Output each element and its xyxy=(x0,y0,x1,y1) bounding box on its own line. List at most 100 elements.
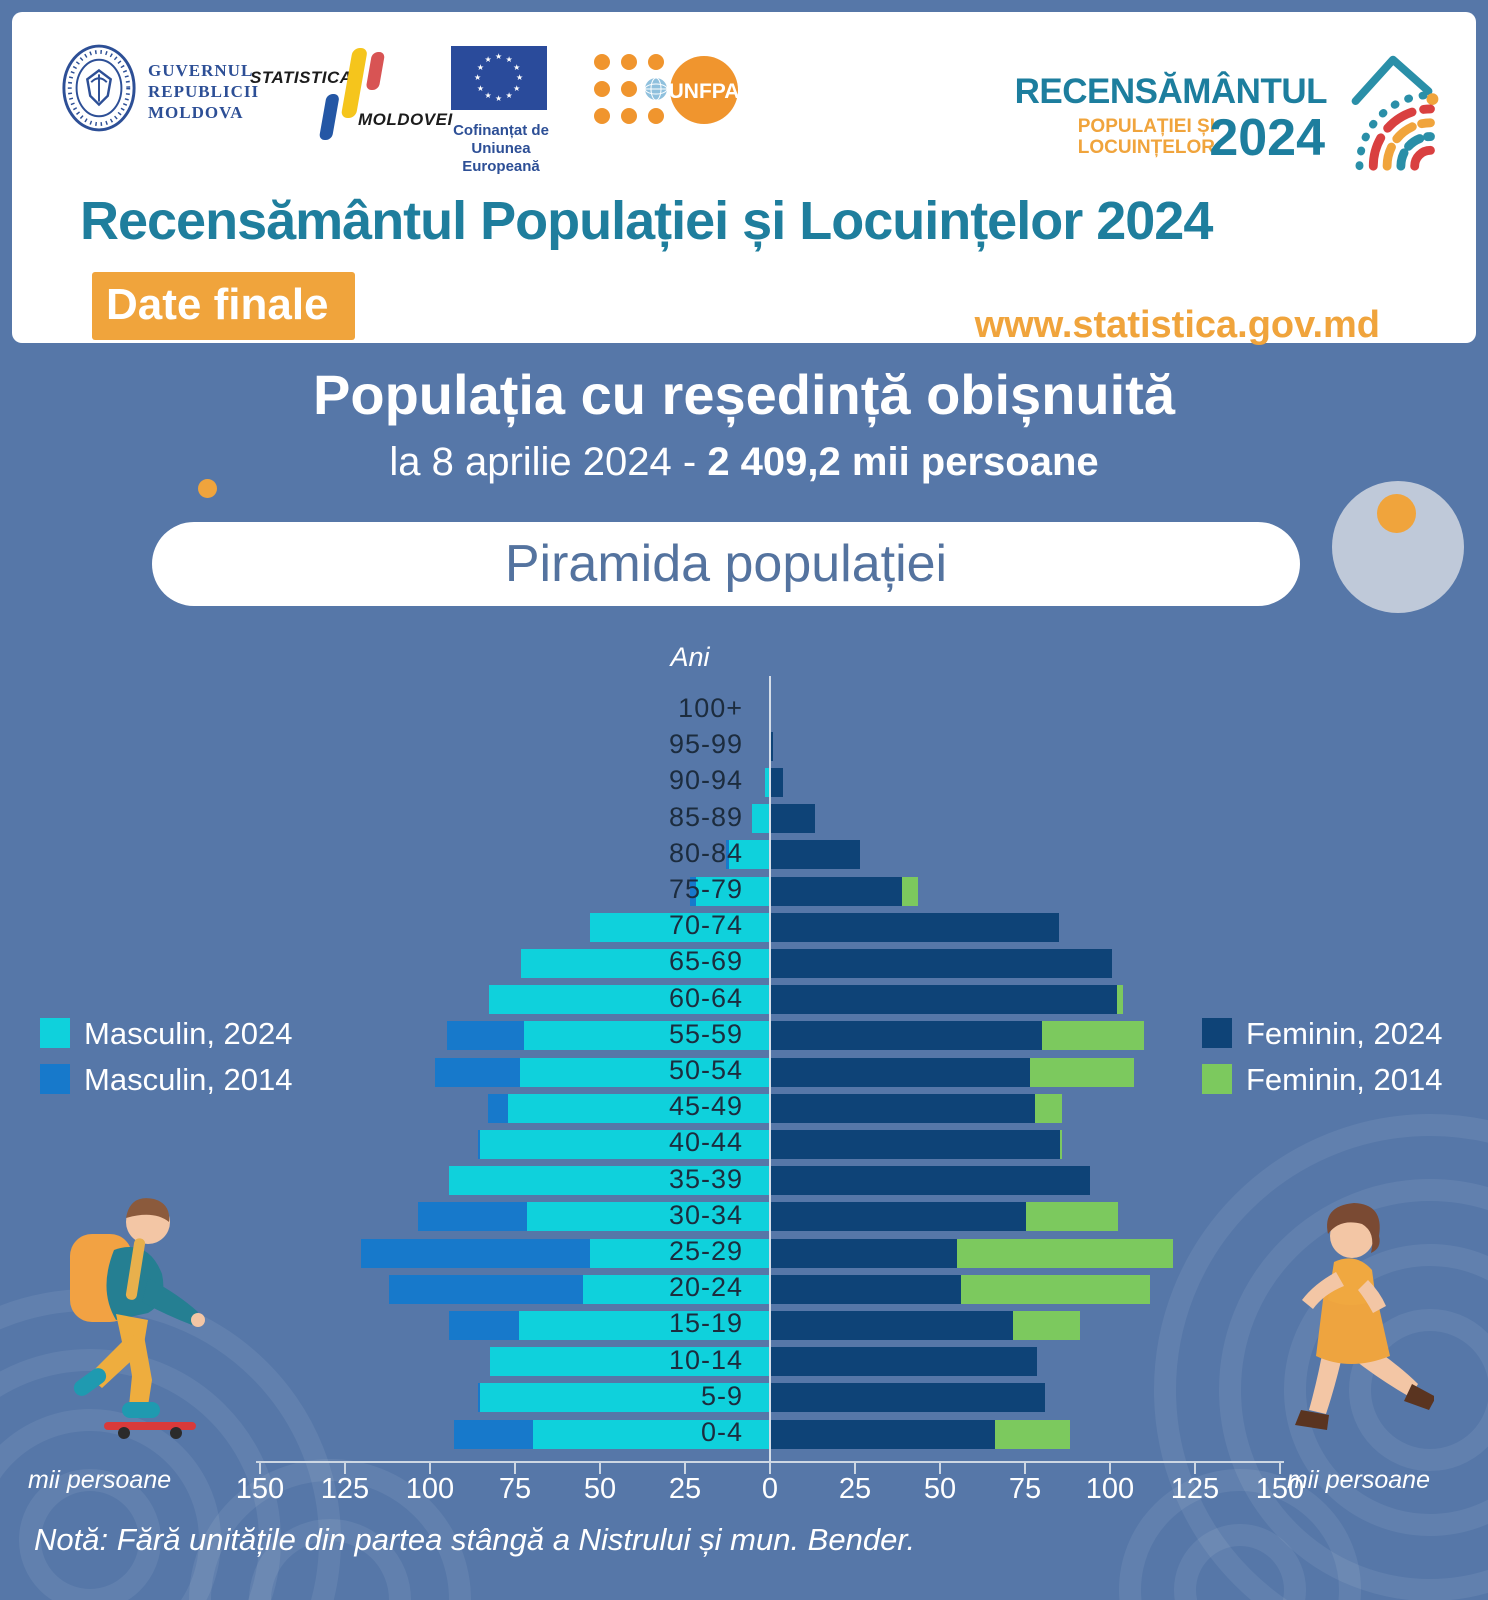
unfpa-label: UNFPA xyxy=(669,80,740,103)
age-label: 50-54 xyxy=(668,1055,743,1085)
bar-masculin-2024 xyxy=(520,948,770,978)
bar-feminin-2024 xyxy=(770,1238,958,1268)
bar-feminin-2024 xyxy=(770,1347,1038,1377)
unit-label-left: mii persoane xyxy=(28,1466,172,1494)
bar-masculin-2024 xyxy=(449,1166,770,1196)
statistica-logo-text-bottom: MOLDOVEI xyxy=(358,110,453,129)
eu-flag-icon: ★ ★ ★ ★ ★ ★ ★ ★ ★ ★ ★ ★ xyxy=(451,46,547,110)
bar-feminin-2024 xyxy=(770,1129,1060,1159)
bar-masculin-2024 xyxy=(508,1093,770,1123)
bar-feminin-2024 xyxy=(770,840,860,870)
age-axis-label: Ani xyxy=(670,642,710,672)
bar-masculin-2024 xyxy=(695,876,770,906)
chart-center-axis xyxy=(769,676,771,1462)
bar-masculin-2024 xyxy=(520,1057,770,1087)
bar-feminin-2024 xyxy=(770,1021,1043,1051)
bar-masculin-2024 xyxy=(480,1383,770,1413)
x-tick xyxy=(344,1463,346,1474)
x-tick-label: 150 xyxy=(235,1473,285,1505)
x-tick xyxy=(684,1463,686,1474)
decor-orange-dot xyxy=(198,479,217,498)
age-label: 65-69 xyxy=(668,946,743,977)
x-tick xyxy=(259,1463,261,1474)
eu-star-icon: ★ xyxy=(495,94,503,103)
age-label: 55-59 xyxy=(668,1018,743,1049)
header-panel: GUVERNUL REPUBLICII MOLDOVA STATISTICA M… xyxy=(12,12,1476,346)
eu-star-icon: ★ xyxy=(505,54,513,64)
age-label: 15-19 xyxy=(668,1308,743,1339)
bar-masculin-2024 xyxy=(526,1202,770,1232)
legend-label: Masculin, 2014 xyxy=(84,1062,293,1097)
eu-star-icon: ★ xyxy=(513,83,521,93)
date-finale-badge: Date finale xyxy=(92,272,355,340)
bar-feminin-2024 xyxy=(770,804,815,834)
x-tick-label: 100 xyxy=(405,1473,455,1505)
eu-caption: Cofinanțat de Uniunea Europeană xyxy=(453,122,549,175)
age-label: 5-9 xyxy=(700,1380,743,1411)
bar-feminin-2024 xyxy=(770,731,773,761)
chart-title-panel: Piramida populației xyxy=(152,522,1300,606)
bar-masculin-2024 xyxy=(519,1310,770,1340)
x-tick xyxy=(1279,1463,1281,1474)
census-logo-title: RECENSĂMÂNTUL xyxy=(1014,72,1328,111)
eu-logo: ★ ★ ★ ★ ★ ★ ★ ★ ★ ★ ★ ★ Cofinanțat de Uniunea Europ… xyxy=(449,40,569,175)
eu-star-icon: ★ xyxy=(513,62,521,72)
eu-star-icon: ★ xyxy=(474,73,482,82)
bar-masculin-2024 xyxy=(524,1021,770,1051)
eu-star-icon: ★ xyxy=(495,52,503,61)
bar-masculin-2024 xyxy=(764,767,770,797)
age-label: 40-44 xyxy=(668,1127,743,1158)
x-tick-label: 50 xyxy=(923,1473,957,1505)
legend-label: Masculin, 2024 xyxy=(84,1016,293,1051)
statistica-logo-text-top: STATISTICA xyxy=(250,68,353,87)
age-label: 90-94 xyxy=(668,765,743,796)
x-tick xyxy=(1194,1463,1196,1474)
moldova-government-crest-icon xyxy=(62,44,136,132)
bar-feminin-2024 xyxy=(770,876,903,906)
skateboarding-boy-illustration xyxy=(70,1198,205,1439)
age-label: 25-29 xyxy=(668,1236,743,1266)
x-tick xyxy=(514,1463,516,1474)
x-tick xyxy=(939,1463,941,1474)
x-tick xyxy=(599,1463,601,1474)
x-tick xyxy=(769,1463,771,1474)
statistica-bars-icon xyxy=(319,48,385,140)
bar-masculin-2024 xyxy=(752,804,770,834)
eu-star-icon: ★ xyxy=(476,83,484,93)
eu-star-icon: ★ xyxy=(484,91,492,101)
x-tick-label: 50 xyxy=(583,1473,617,1505)
age-label: 100+ xyxy=(678,693,743,723)
bar-feminin-2024 xyxy=(770,1383,1046,1413)
bar-feminin-2024 xyxy=(770,985,1118,1015)
bar-masculin-2024 xyxy=(489,985,770,1015)
bar-feminin-2024 xyxy=(770,1093,1035,1123)
bar-feminin-2024 xyxy=(770,912,1060,942)
x-tick-label: 75 xyxy=(1008,1473,1042,1505)
page-title: Recensământul Populației și Locuințelor … xyxy=(80,191,1213,251)
website-link[interactable]: www.statistica.gov.md xyxy=(974,304,1380,346)
running-girl-illustration xyxy=(1295,1203,1434,1430)
eu-star-icon: ★ xyxy=(476,62,484,72)
age-label: 45-49 xyxy=(668,1091,743,1122)
legend-label: Feminin, 2024 xyxy=(1246,1016,1443,1051)
bar-masculin-2024 xyxy=(590,1238,770,1268)
bar-feminin-2024 xyxy=(770,1419,995,1449)
section-subtitle: la 8 aprilie 2024 - 2 409,2 mii persoane xyxy=(389,440,1099,484)
bar-feminin-2024 xyxy=(770,948,1113,978)
bar-feminin-2024 xyxy=(770,1202,1027,1232)
x-tick-label: 0 xyxy=(761,1473,779,1505)
bar-feminin-2024 xyxy=(770,767,783,797)
census-logo-subtitle: POPULAȚIEI ȘI LOCUINȚELOR xyxy=(1077,116,1215,158)
unit-label-right: mii persoane xyxy=(1286,1466,1430,1494)
age-label: 35-39 xyxy=(668,1163,743,1194)
feminin-2024-swatch xyxy=(1202,1018,1232,1048)
legend-label: Feminin, 2014 xyxy=(1246,1062,1443,1097)
x-tick-label: 100 xyxy=(1085,1473,1135,1505)
bar-feminin-2024 xyxy=(770,1310,1013,1340)
decor-orange-circle xyxy=(1377,494,1416,533)
x-tick-label: 125 xyxy=(320,1473,370,1505)
eu-star-icon: ★ xyxy=(484,54,492,64)
age-label: 80-84 xyxy=(668,837,743,868)
